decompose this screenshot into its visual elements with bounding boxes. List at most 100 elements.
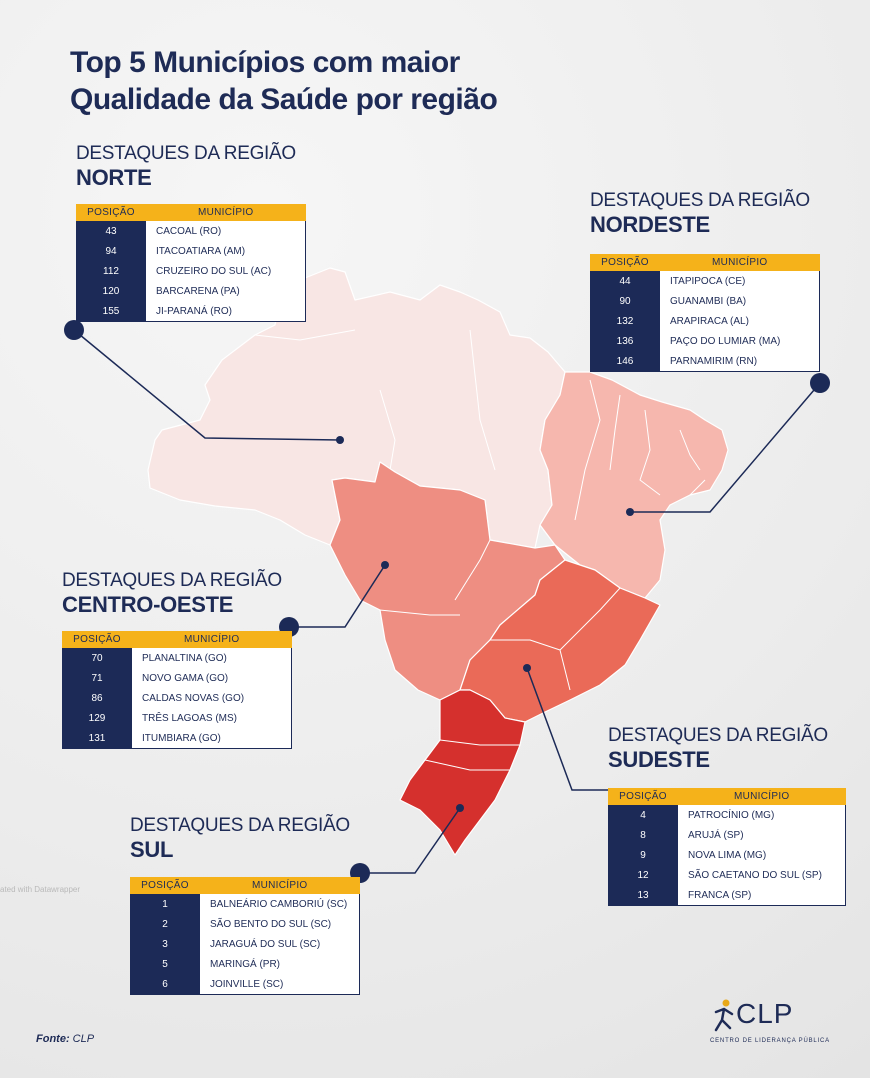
municipality-cell: ITUMBIARA (GO) (132, 728, 292, 749)
centro-oeste-table: POSIÇÃO MUNICÍPIO 70 PLANALTINA (GO) 71 NO… (62, 631, 292, 749)
col-header-pos: POSIÇÃO (76, 204, 146, 221)
clp-logo: CLP CENTRO DE LIDERANÇA PÚBLICA (708, 996, 838, 1046)
rank-cell: 155 (76, 301, 146, 322)
rank-cell: 4 (608, 805, 678, 825)
sudeste-heading-name: SUDESTE (608, 747, 710, 772)
municipality-cell: NOVA LIMA (MG) (678, 845, 846, 865)
municipality-cell: PAÇO DO LUMIAR (MA) (660, 331, 820, 351)
col-header-mun: MUNICÍPIO (200, 877, 360, 894)
table-row: 43 CACOAL (RO) (76, 221, 306, 241)
logo-letters: CLP (736, 998, 794, 1029)
table-row: 146 PARNAMIRIM (RN) (590, 351, 820, 372)
rank-cell: 2 (130, 914, 200, 934)
municipality-cell: SÃO BENTO DO SUL (SC) (200, 914, 360, 934)
table-row: 12 SÃO CAETANO DO SUL (SP) (608, 865, 846, 885)
col-header-mun: MUNICÍPIO (660, 254, 820, 271)
municipality-cell: CRUZEIRO DO SUL (AC) (146, 261, 306, 281)
rank-cell: 6 (130, 974, 200, 995)
table-row: 13 FRANCA (SP) (608, 885, 846, 906)
municipality-cell: ARUJÁ (SP) (678, 825, 846, 845)
rank-cell: 13 (608, 885, 678, 906)
logo-subtitle: CENTRO DE LIDERANÇA PÚBLICA (710, 1038, 830, 1044)
table-row: 132 ARAPIRACA (AL) (590, 311, 820, 331)
rank-cell: 90 (590, 291, 660, 311)
nordeste-heading-pre: DESTAQUES DA REGIÃO (590, 190, 810, 211)
municipality-cell: ITACOATIARA (AM) (146, 241, 306, 261)
sudeste-heading: DESTAQUES DA REGIÃO SUDESTE (608, 725, 828, 773)
municipality-cell: PATROCÍNIO (MG) (678, 805, 846, 825)
nordeste-marker-dot (810, 373, 830, 393)
col-header-mun: MUNICÍPIO (678, 788, 846, 805)
table-row: 3 JARAGUÁ DO SUL (SC) (130, 934, 360, 954)
region-sudeste (459, 559, 661, 723)
municipality-cell: PARNAMIRIM (RN) (660, 351, 820, 372)
nordeste-heading-name: NORDESTE (590, 212, 710, 237)
col-header-pos: POSIÇÃO (62, 631, 132, 648)
rank-cell: 5 (130, 954, 200, 974)
municipality-cell: ITAPIPOCA (CE) (660, 271, 820, 291)
rank-cell: 9 (608, 845, 678, 865)
rank-cell: 43 (76, 221, 146, 241)
rank-cell: 146 (590, 351, 660, 372)
municipality-cell: NOVO GAMA (GO) (132, 668, 292, 688)
norte-heading-pre: DESTAQUES DA REGIÃO (76, 143, 296, 164)
rank-cell: 132 (590, 311, 660, 331)
centro-oeste-heading: DESTAQUES DA REGIÃO CENTRO-OESTE (62, 570, 282, 618)
col-header-pos: POSIÇÃO (608, 788, 678, 805)
runner-icon (714, 999, 734, 1032)
norte-table: POSIÇÃO MUNICÍPIO 43 CACOAL (RO) 94 ITACOA… (76, 204, 306, 322)
municipality-cell: FRANCA (SP) (678, 885, 846, 906)
centro-oeste-heading-name: CENTRO-OESTE (62, 592, 234, 617)
table-row: 2 SÃO BENTO DO SUL (SC) (130, 914, 360, 934)
rank-cell: 70 (62, 648, 132, 668)
rank-cell: 131 (62, 728, 132, 749)
norte-marker-dot (64, 320, 84, 340)
sul-heading-name: SUL (130, 837, 174, 862)
rank-cell: 136 (590, 331, 660, 351)
nordeste-heading: DESTAQUES DA REGIÃO NORDESTE (590, 190, 810, 238)
table-row: 9 NOVA LIMA (MG) (608, 845, 846, 865)
rank-cell: 3 (130, 934, 200, 954)
norte-heading-name: NORTE (76, 165, 152, 190)
table-row: 94 ITACOATIARA (AM) (76, 241, 306, 261)
table-row: 5 MARINGÁ (PR) (130, 954, 360, 974)
region-sul (399, 689, 526, 856)
municipality-cell: PLANALTINA (GO) (132, 648, 292, 668)
title-line-1: Top 5 Municípios com maior (70, 46, 460, 79)
sudeste-heading-pre: DESTAQUES DA REGIÃO (608, 725, 828, 746)
rank-cell: 129 (62, 708, 132, 728)
table-row: 44 ITAPIPOCA (CE) (590, 271, 820, 291)
col-header-pos: POSIÇÃO (130, 877, 200, 894)
table-row: 131 ITUMBIARA (GO) (62, 728, 292, 749)
municipality-cell: CACOAL (RO) (146, 221, 306, 241)
table-row: 112 CRUZEIRO DO SUL (AC) (76, 261, 306, 281)
rank-cell: 8 (608, 825, 678, 845)
table-row: 4 PATROCÍNIO (MG) (608, 805, 846, 825)
municipality-cell: JI-PARANÁ (RO) (146, 301, 306, 322)
municipality-cell: CALDAS NOVAS (GO) (132, 688, 292, 708)
sul-heading: DESTAQUES DA REGIÃO SUL (130, 815, 350, 863)
sul-heading-pre: DESTAQUES DA REGIÃO (130, 815, 350, 836)
region-nordeste (539, 371, 729, 599)
rank-cell: 120 (76, 281, 146, 301)
col-header-mun: MUNICÍPIO (132, 631, 292, 648)
table-row: 86 CALDAS NOVAS (GO) (62, 688, 292, 708)
page-title: Top 5 Municípios com maior Qualidade da … (70, 44, 498, 118)
col-header-mun: MUNICÍPIO (146, 204, 306, 221)
rank-cell: 71 (62, 668, 132, 688)
centro-oeste-heading-pre: DESTAQUES DA REGIÃO (62, 570, 282, 591)
table-row: 129 TRÊS LAGOAS (MS) (62, 708, 292, 728)
municipality-cell: BALNEÁRIO CAMBORIÚ (SC) (200, 894, 360, 914)
table-row: 90 GUANAMBI (BA) (590, 291, 820, 311)
rank-cell: 44 (590, 271, 660, 291)
table-row: 155 JI-PARANÁ (RO) (76, 301, 306, 322)
table-row: 120 BARCARENA (PA) (76, 281, 306, 301)
source-note: Fonte: CLP (36, 1033, 94, 1045)
municipality-cell: TRÊS LAGOAS (MS) (132, 708, 292, 728)
municipality-cell: SÃO CAETANO DO SUL (SP) (678, 865, 846, 885)
datawrapper-watermark: ated with Datawrapper (0, 885, 81, 894)
source-value: CLP (72, 1033, 95, 1045)
norte-heading: DESTAQUES DA REGIÃO NORTE (76, 143, 296, 191)
source-label: Fonte: (36, 1033, 70, 1045)
